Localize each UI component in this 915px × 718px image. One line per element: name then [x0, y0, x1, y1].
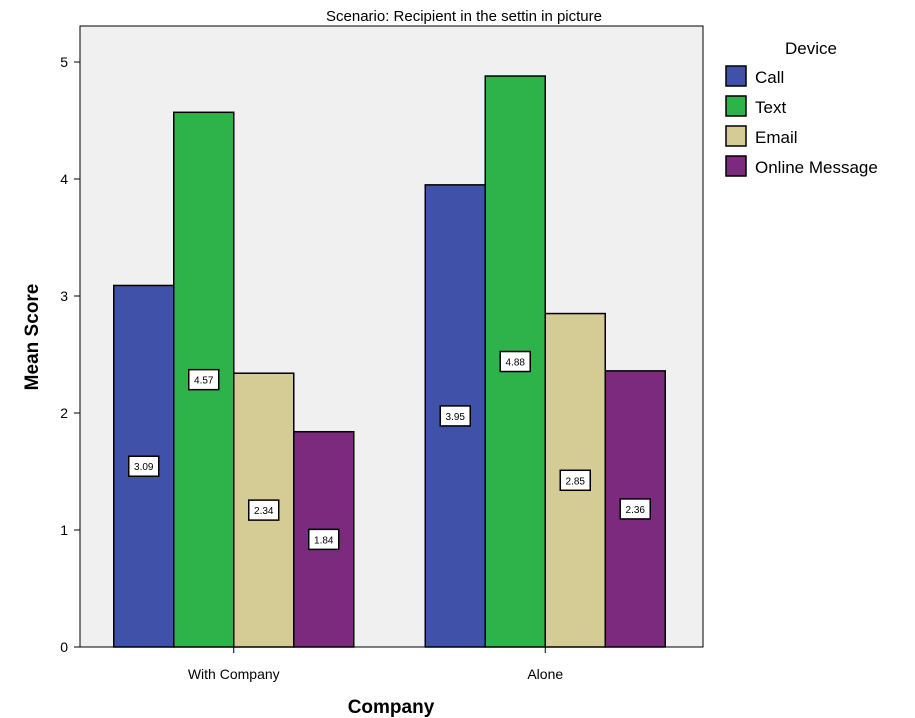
y-tick-label: 1: [60, 522, 68, 538]
y-tick-label: 4: [60, 171, 68, 187]
chart-title: Scenario: Recipient in the settin in pic…: [326, 8, 602, 25]
legend-swatch-call: [725, 65, 747, 87]
data-label-box: [308, 528, 340, 551]
data-label-box: [499, 350, 531, 373]
data-label-box: [439, 405, 471, 427]
data-label: 2.36: [626, 505, 646, 516]
legend-label: Email: [755, 128, 798, 147]
legend-swatch-email: [725, 125, 747, 147]
data-label: 3.09: [134, 462, 154, 473]
bars-group: 3.09 4.57 2.34 1.84 3.95 4.88 2.85 2.36: [113, 75, 666, 648]
x-tick-label: Alone: [527, 666, 563, 682]
bar-email-alone: [544, 312, 606, 648]
legend-swatch-online-message: [725, 155, 747, 177]
data-label: 2.85: [566, 476, 586, 487]
y-tick-label: 3: [60, 288, 68, 304]
y-tick-label: 5: [60, 54, 68, 70]
legend: Device Call Text Email Online Message: [725, 39, 878, 177]
data-label-box: [188, 368, 220, 391]
x-axis-title: Company: [348, 697, 435, 718]
legend-label: Text: [755, 98, 786, 117]
y-axis-title: Mean Score: [22, 284, 43, 391]
data-label: 4.88: [506, 358, 526, 369]
legend-label: Call: [755, 68, 784, 87]
y-axis: 0 1 2 3 4 5: [60, 54, 80, 655]
legend-swatch-text: [725, 95, 747, 117]
data-label: 2.34: [254, 506, 274, 517]
data-label-box: [248, 499, 280, 521]
x-tick-label: With Company: [188, 666, 280, 682]
data-label: 4.57: [194, 376, 214, 387]
data-label-box: [619, 498, 651, 520]
x-axis: With Company Alone: [188, 647, 563, 682]
y-tick-label: 0: [60, 639, 68, 655]
data-label-box: [559, 469, 591, 492]
legend-title: Device: [785, 39, 837, 58]
y-tick-label: 2: [60, 405, 68, 421]
legend-label: Online Message: [755, 158, 878, 177]
data-label: 3.95: [446, 412, 466, 423]
data-label: 1.84: [314, 535, 334, 546]
data-label-box: [128, 455, 160, 477]
